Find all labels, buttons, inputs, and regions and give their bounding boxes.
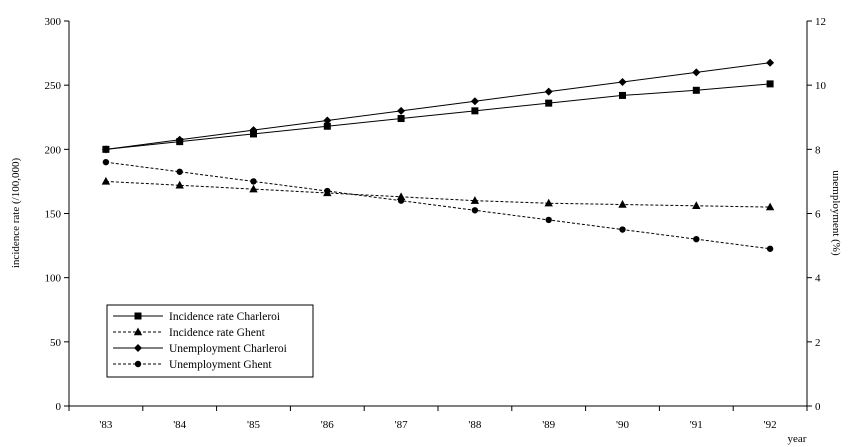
x-tick-label: '88 (468, 419, 481, 431)
data-point (101, 145, 110, 154)
y2-tick-label: 10 (815, 80, 827, 92)
series-2 (101, 176, 775, 211)
legend-item: Unemployment Ghent (113, 359, 272, 371)
series-line (105, 83, 771, 150)
data-point (470, 97, 479, 106)
y2-tick-label: 6 (815, 209, 821, 221)
series-1 (102, 80, 774, 153)
series-3 (101, 58, 775, 154)
y-tick-label: 250 (45, 80, 62, 92)
data-point (766, 245, 774, 252)
data-point (471, 107, 479, 115)
data-point (101, 176, 111, 185)
data-point (766, 80, 774, 88)
y-tick-label: 200 (45, 144, 62, 156)
series-line (105, 161, 771, 250)
data-point (618, 77, 627, 86)
legend-item: Incidence rate Ghent (113, 327, 266, 339)
y-tick-label: 300 (45, 16, 62, 28)
y2-tick-label: 12 (815, 16, 826, 28)
legend-swatch-marker (133, 327, 143, 336)
legend-label: Unemployment Ghent (169, 359, 272, 371)
x-tick-label: '90 (616, 419, 629, 431)
data-point (765, 202, 775, 211)
y-tick-label: 100 (45, 273, 62, 285)
y-tick-label: 0 (56, 401, 62, 413)
data-point (618, 200, 627, 208)
data-point (545, 99, 553, 107)
series-line (105, 180, 771, 208)
legend: Incidence rate Charleroi Incidence rate G… (106, 304, 314, 378)
data-point (766, 58, 775, 67)
legend-swatch-marker (134, 312, 142, 320)
data-point (176, 168, 183, 175)
x-tick-label: '89 (542, 419, 555, 431)
y2-tick-label: 8 (815, 144, 821, 156)
data-point (470, 196, 480, 204)
data-point (619, 226, 626, 233)
axes: 0 50 100 150 200 250 300 0 2 4 6 8 10 12 '83 '84 '85 '86 '… (45, 16, 827, 431)
data-point (323, 116, 332, 125)
y2-tick-label: 0 (815, 401, 821, 413)
data-point (175, 135, 184, 144)
x-tick-label: '91 (690, 419, 703, 431)
legend-swatch-marker (134, 360, 142, 368)
legend-label: Incidence rate Charleroi (169, 311, 280, 323)
data-point (249, 184, 258, 193)
data-point (397, 115, 405, 123)
series-layer (101, 58, 775, 252)
data-point (323, 122, 331, 130)
data-point (249, 126, 258, 135)
legend-label: Unemployment Charleroi (169, 343, 287, 355)
y-axis-title: incidence rate (/100,000) (10, 158, 22, 269)
y-tick-label: 150 (45, 209, 62, 221)
data-point (175, 180, 184, 189)
y-tick-label: 50 (50, 337, 62, 349)
data-point (692, 86, 700, 94)
x-tick-label: '83 (99, 419, 112, 431)
x-tick-label: '92 (764, 419, 777, 431)
data-point (396, 192, 406, 201)
data-point (397, 197, 405, 204)
data-point (250, 178, 257, 185)
legend-item: Incidence rate Charleroi (113, 311, 280, 323)
data-point (692, 68, 701, 77)
y2-tick-label: 2 (815, 337, 821, 349)
data-point (693, 235, 700, 243)
data-point (544, 87, 553, 96)
data-point (692, 201, 701, 209)
y2-axis-title: unemployment (%) (830, 170, 842, 256)
legend-item: Unemployment Charleroi (113, 343, 287, 355)
data-point (471, 207, 479, 214)
y2-tick-label: 4 (815, 273, 821, 285)
series-4 (102, 158, 774, 252)
legend-label: Incidence rate Ghent (169, 327, 266, 339)
data-point (619, 91, 626, 99)
data-point (545, 216, 552, 224)
series-line (105, 62, 771, 150)
data-point (102, 158, 110, 166)
x-tick-label: '84 (173, 419, 186, 431)
legend-swatch-marker (134, 344, 142, 352)
data-point (397, 106, 406, 115)
x-tick-label: '85 (247, 419, 260, 431)
data-point (324, 187, 331, 195)
x-tick-label: '87 (395, 419, 408, 431)
data-point (544, 198, 553, 207)
x-tick-label: '86 (321, 419, 334, 431)
x-axis-title: year (788, 433, 807, 445)
